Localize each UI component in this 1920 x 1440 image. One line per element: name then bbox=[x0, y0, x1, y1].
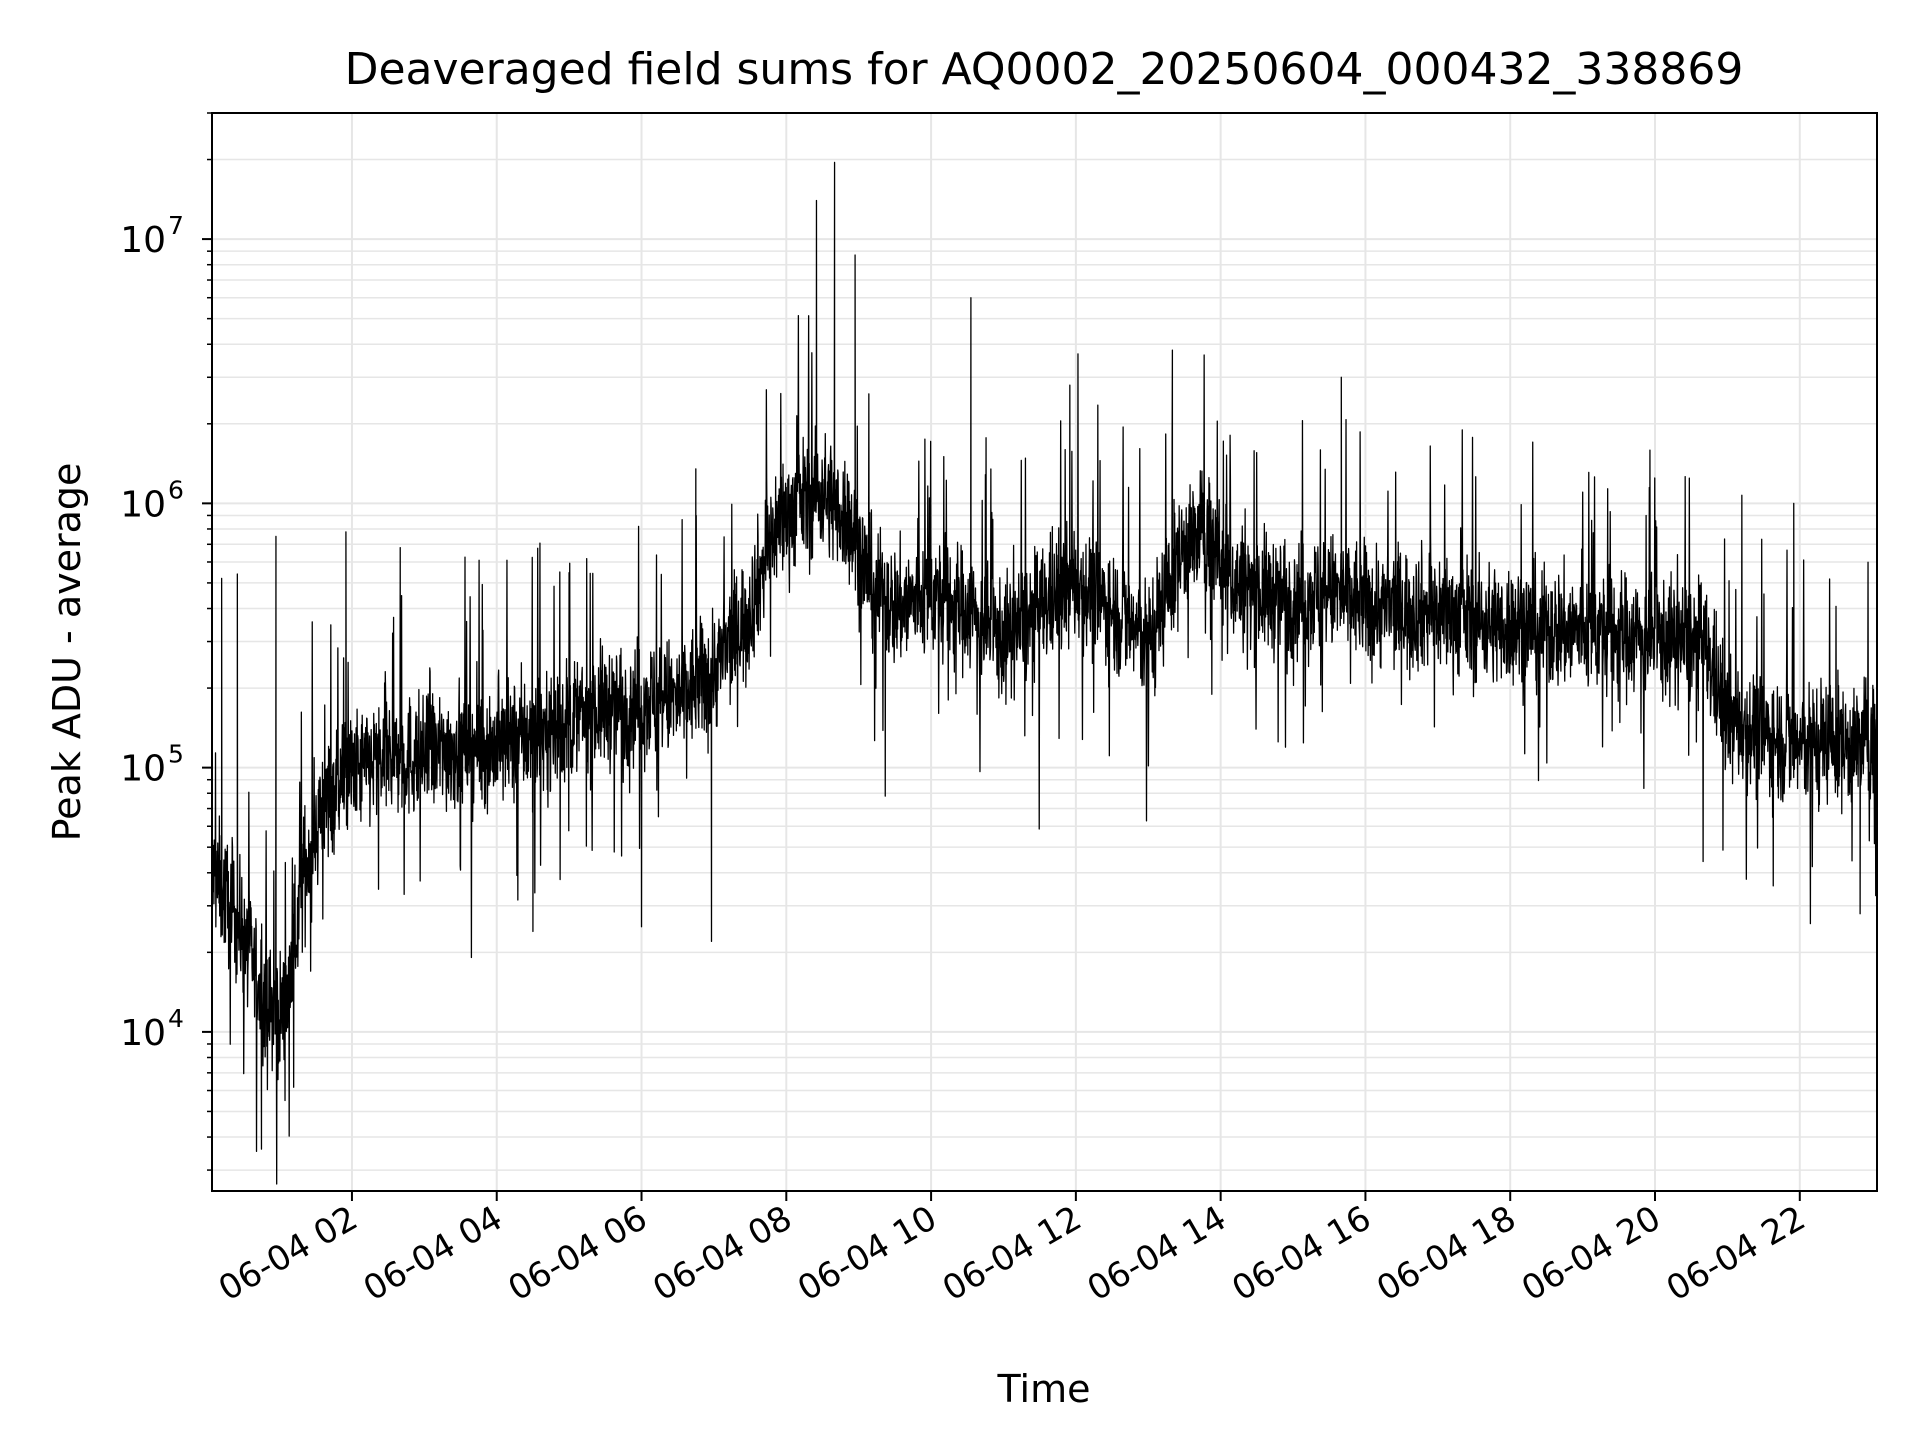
y-tick-label: 10 bbox=[120, 484, 166, 525]
chart-title: Deaveraged field sums for AQ0002_2025060… bbox=[345, 44, 1744, 95]
x-axis-label: Time bbox=[997, 1367, 1091, 1411]
series-line bbox=[211, 161, 1878, 1185]
series-layer bbox=[211, 161, 1878, 1185]
y-tick-label-exponent: 5 bbox=[168, 740, 184, 769]
y-tick-label-exponent: 7 bbox=[168, 211, 184, 240]
y-tick-label-exponent: 4 bbox=[168, 1004, 184, 1033]
y-tick-label: 10 bbox=[120, 220, 166, 261]
y-tick-label: 10 bbox=[120, 1013, 166, 1054]
y-tick-label: 10 bbox=[120, 749, 166, 790]
plot-frame bbox=[211, 112, 1878, 1192]
y-tick-label-exponent: 6 bbox=[168, 475, 184, 504]
y-axis-label: Peak ADU - average bbox=[45, 463, 89, 842]
